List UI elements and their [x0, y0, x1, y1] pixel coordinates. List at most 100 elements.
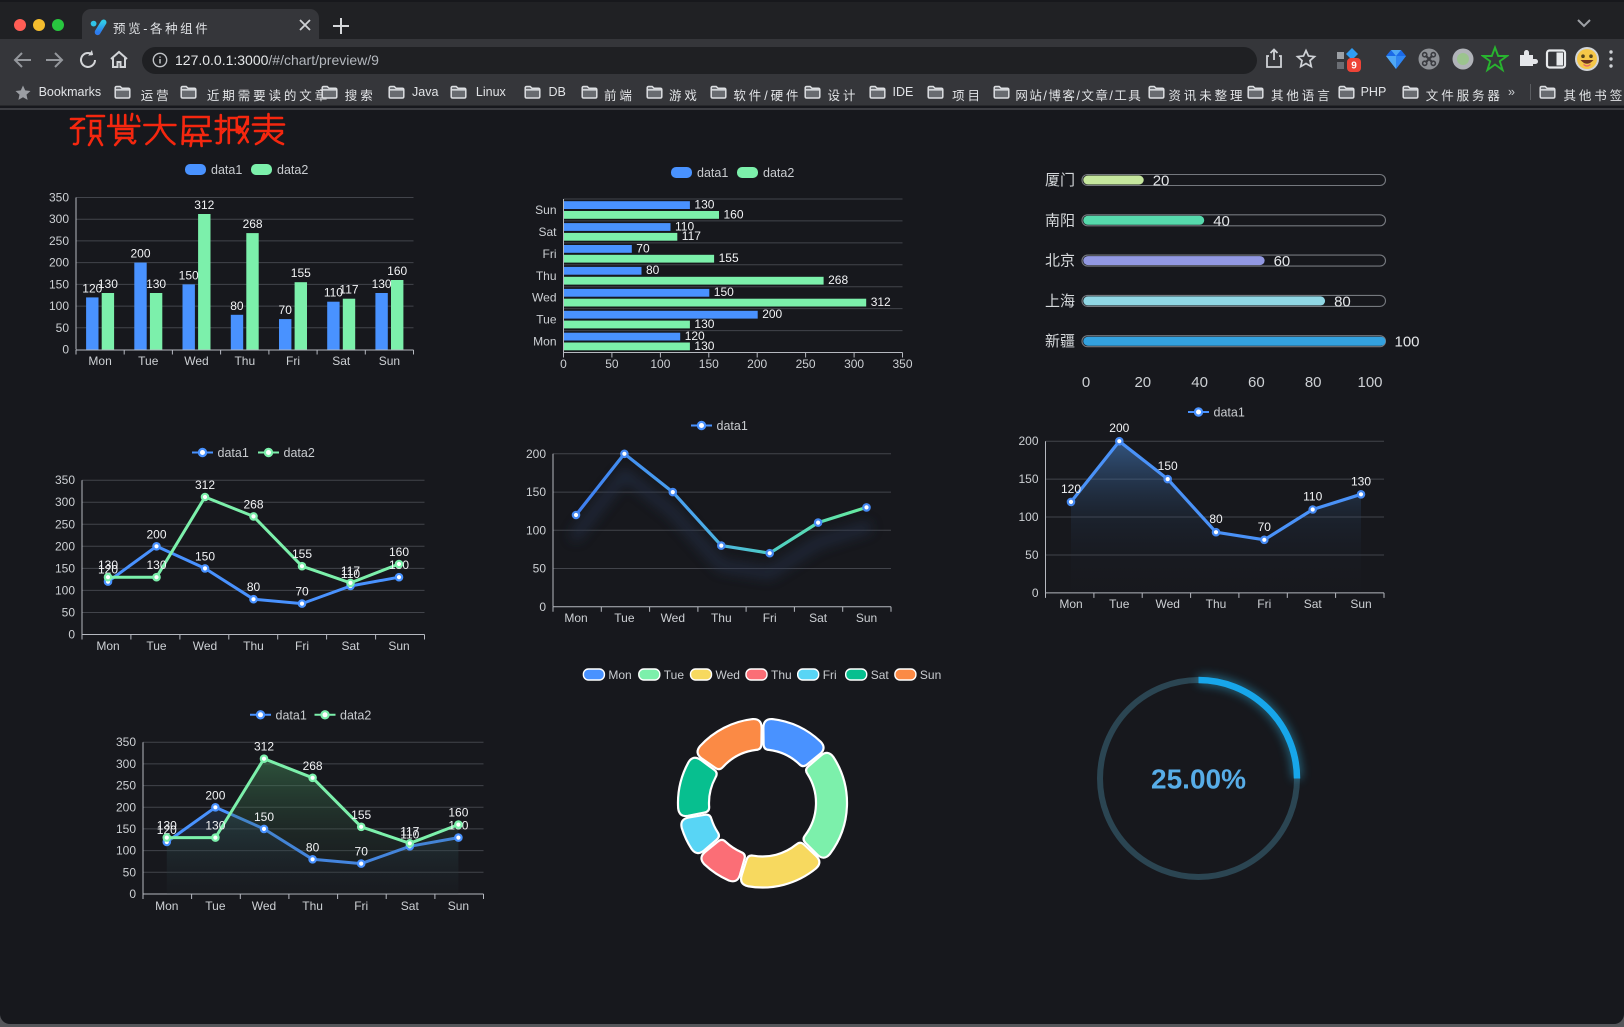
- svg-text:130: 130: [372, 277, 392, 291]
- svg-text:268: 268: [243, 497, 263, 511]
- svg-text:Mon: Mon: [1059, 597, 1082, 611]
- svg-text:data1: data1: [697, 166, 728, 180]
- svg-text:268: 268: [243, 217, 263, 231]
- svg-text:0: 0: [1082, 374, 1090, 391]
- svg-text:Sat: Sat: [341, 639, 360, 653]
- svg-text:50: 50: [605, 357, 619, 371]
- svg-text:150: 150: [195, 549, 215, 563]
- svg-text:Sun: Sun: [388, 639, 409, 653]
- svg-text:110: 110: [675, 219, 694, 233]
- svg-text:130: 130: [694, 339, 714, 353]
- svg-text:40: 40: [1213, 213, 1230, 230]
- svg-text:110: 110: [1303, 490, 1322, 504]
- svg-text:Wed: Wed: [532, 291, 556, 305]
- svg-text:Sun: Sun: [448, 899, 469, 913]
- svg-text:Thu: Thu: [234, 354, 255, 368]
- svg-text:Mon: Mon: [96, 639, 119, 653]
- svg-text:250: 250: [49, 234, 69, 248]
- svg-text:Mon: Mon: [564, 611, 587, 625]
- svg-text:160: 160: [724, 207, 744, 221]
- svg-text:20: 20: [1134, 374, 1151, 391]
- svg-text:80: 80: [306, 840, 320, 854]
- svg-text:110: 110: [341, 567, 360, 581]
- svg-text:130: 130: [694, 317, 714, 331]
- svg-text:312: 312: [871, 295, 891, 309]
- svg-text:厦门: 厦门: [1045, 172, 1075, 189]
- svg-text:Tue: Tue: [1109, 597, 1130, 611]
- svg-text:Sun: Sun: [920, 668, 941, 682]
- svg-text:100: 100: [1018, 510, 1038, 524]
- svg-text:350: 350: [55, 473, 75, 487]
- svg-text:Thu: Thu: [243, 639, 264, 653]
- svg-text:Fri: Fri: [763, 611, 777, 625]
- svg-text:data1: data1: [717, 419, 748, 433]
- svg-text:Fri: Fri: [286, 354, 300, 368]
- svg-text:150: 150: [526, 485, 546, 499]
- svg-text:70: 70: [355, 845, 369, 859]
- svg-text:上海: 上海: [1045, 293, 1075, 310]
- svg-text:data2: data2: [340, 708, 371, 722]
- svg-text:0: 0: [560, 357, 567, 371]
- svg-text:130: 130: [146, 558, 166, 572]
- svg-text:300: 300: [116, 757, 136, 771]
- svg-text:100: 100: [55, 583, 75, 597]
- svg-text:0: 0: [68, 628, 75, 642]
- svg-text:117: 117: [341, 564, 360, 578]
- svg-text:130: 130: [98, 558, 118, 572]
- svg-text:150: 150: [254, 810, 274, 824]
- svg-text:150: 150: [699, 357, 719, 371]
- svg-text:40: 40: [1191, 374, 1208, 391]
- svg-text:100: 100: [650, 357, 670, 371]
- svg-text:100: 100: [49, 299, 69, 313]
- svg-text:Tue: Tue: [138, 354, 159, 368]
- svg-text:Tue: Tue: [205, 899, 226, 913]
- svg-text:200: 200: [55, 539, 75, 553]
- svg-text:北京: 北京: [1045, 253, 1075, 270]
- svg-text:Tue: Tue: [664, 668, 685, 682]
- svg-text:130: 130: [205, 819, 225, 833]
- svg-text:25.00%: 25.00%: [1151, 764, 1246, 795]
- svg-text:160: 160: [389, 545, 409, 559]
- svg-text:Sat: Sat: [332, 354, 351, 368]
- svg-text:0: 0: [62, 343, 69, 357]
- svg-text:117: 117: [400, 824, 419, 838]
- svg-text:130: 130: [146, 277, 166, 291]
- svg-text:50: 50: [533, 562, 547, 576]
- svg-text:Sun: Sun: [379, 354, 400, 368]
- svg-text:155: 155: [351, 808, 371, 822]
- svg-text:Wed: Wed: [661, 611, 685, 625]
- svg-text:data1: data1: [211, 163, 242, 177]
- svg-text:200: 200: [762, 307, 782, 321]
- svg-text:Sat: Sat: [538, 225, 557, 239]
- svg-text:Sat: Sat: [401, 899, 420, 913]
- svg-text:80: 80: [1334, 293, 1351, 310]
- svg-text:50: 50: [56, 321, 70, 335]
- svg-text:100: 100: [1395, 334, 1420, 351]
- svg-text:250: 250: [55, 517, 75, 531]
- svg-text:80: 80: [646, 263, 660, 277]
- svg-text:160: 160: [448, 806, 468, 820]
- svg-text:268: 268: [303, 759, 323, 773]
- svg-text:117: 117: [339, 283, 358, 297]
- svg-text:Sun: Sun: [535, 203, 556, 217]
- svg-text:data2: data2: [277, 163, 308, 177]
- svg-text:200: 200: [1109, 421, 1129, 435]
- svg-text:150: 150: [1018, 472, 1038, 486]
- svg-text:150: 150: [179, 268, 199, 282]
- svg-text:Wed: Wed: [252, 899, 276, 913]
- svg-text:Mon: Mon: [88, 354, 111, 368]
- svg-text:0: 0: [129, 887, 136, 901]
- svg-text:130: 130: [98, 277, 118, 291]
- svg-text:155: 155: [291, 266, 311, 280]
- svg-text:150: 150: [714, 285, 734, 299]
- svg-text:200: 200: [146, 527, 166, 541]
- svg-text:300: 300: [49, 212, 69, 226]
- svg-text:50: 50: [62, 606, 76, 620]
- svg-text:250: 250: [116, 779, 136, 793]
- svg-text:Fri: Fri: [295, 639, 309, 653]
- svg-text:70: 70: [636, 241, 650, 255]
- svg-text:120: 120: [1061, 482, 1081, 496]
- svg-text:120: 120: [82, 281, 102, 295]
- svg-text:Wed: Wed: [716, 668, 740, 682]
- svg-text:Sat: Sat: [871, 668, 890, 682]
